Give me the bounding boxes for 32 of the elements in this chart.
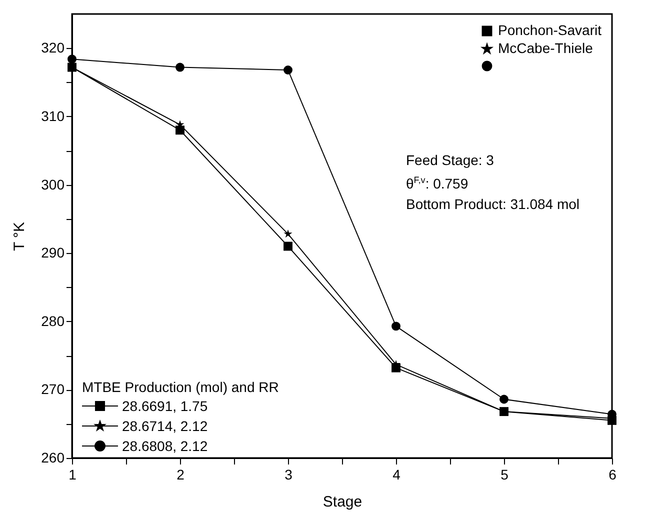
- point: [284, 242, 292, 251]
- annotation: 28.6808, 2.12: [122, 437, 208, 455]
- x-tick-label: 2: [176, 466, 185, 482]
- annotation: MTBE Production (mol) and RR: [82, 378, 279, 396]
- x-tick-label: 3: [284, 466, 293, 482]
- x-axis-title: Stage: [322, 494, 362, 510]
- point: [284, 229, 292, 238]
- annotation: 28.6691, 1.75: [122, 397, 208, 415]
- point: [68, 54, 76, 64]
- y-tick-label: 290: [41, 244, 65, 261]
- annotation: Feed Stage: 3: [406, 151, 495, 170]
- y-tick-label: 280: [41, 312, 65, 329]
- y-tick-label: 310: [41, 108, 65, 124]
- point: [392, 322, 400, 331]
- y-tick-label: 270: [41, 381, 65, 398]
- y-axis-title: T °K: [11, 222, 28, 252]
- legend-label: Ponchon-Savarit: [498, 22, 602, 38]
- y-tick-label: 300: [41, 176, 65, 192]
- annotation: Bottom Product: 31.084 mol: [406, 194, 580, 214]
- point: [176, 126, 184, 135]
- point: [500, 394, 508, 404]
- x-tick-label: 1: [68, 466, 77, 482]
- annotation: θ$^{F,v}$: 0.759: [406, 174, 470, 194]
- point: [284, 66, 292, 74]
- x-tick-label: 6: [608, 466, 617, 482]
- annotation: 28.6714, 2.12: [122, 417, 208, 435]
- x-tick-label: 5: [500, 466, 509, 482]
- point: [176, 62, 184, 72]
- y-tick-label: 320: [41, 40, 65, 56]
- legend-label: McCabe-Thiele: [498, 40, 594, 56]
- y-tick-label: 260: [41, 450, 65, 466]
- x-tick-label: 4: [392, 466, 401, 482]
